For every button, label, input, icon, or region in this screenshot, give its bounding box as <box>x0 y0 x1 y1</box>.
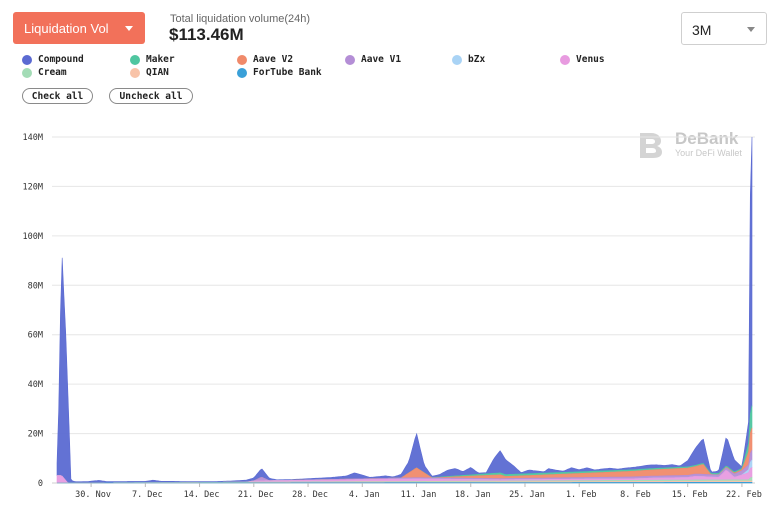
legend-item-venus[interactable]: Venus <box>560 54 605 65</box>
y-tick-label: 100M <box>23 232 43 242</box>
y-tick-label: 20M <box>28 430 43 440</box>
legend-dot-icon <box>22 67 32 78</box>
area-series-fortube-bank <box>57 482 753 484</box>
x-tick-label: 8. Feb <box>620 490 651 500</box>
legend-label: Maker <box>146 54 175 65</box>
legend-label: Cream <box>38 67 67 78</box>
x-tick-label: 28. Dec <box>292 490 328 500</box>
y-tick-label: 40M <box>28 380 43 390</box>
legend-label: QIAN <box>146 67 169 78</box>
x-tick-label: 30. Nov <box>75 490 111 500</box>
x-tick-label: 22. Feb <box>726 490 762 500</box>
range-select[interactable]: 3M <box>681 12 767 45</box>
range-select-value: 3M <box>692 22 712 38</box>
x-tick-label: 21. Dec <box>238 490 274 500</box>
legend-dot-icon <box>237 54 247 65</box>
uncheck-all-button[interactable]: Uncheck all <box>109 88 193 104</box>
watermark-title: DeBank <box>675 129 739 148</box>
legend-label: bZx <box>468 54 486 65</box>
metric-dropdown-label: Liquidation Vol <box>24 20 109 36</box>
legend-label: Aave V1 <box>361 54 402 65</box>
legend-dot-icon <box>452 54 462 65</box>
x-tick-label: 4. Jan <box>349 490 380 500</box>
y-tick-label: 0 <box>38 479 43 489</box>
legend-item-bzx[interactable]: bZx <box>452 54 485 65</box>
legend-label: Venus <box>576 54 605 65</box>
y-tick-label: 80M <box>28 281 43 291</box>
legend-label: Compound <box>38 54 84 65</box>
legend-label: Aave V2 <box>253 54 294 65</box>
legend-item-compound[interactable]: Compound <box>22 54 84 65</box>
legend-dot-icon <box>130 67 140 78</box>
check-all-button[interactable]: Check all <box>22 88 93 104</box>
legend-dot-icon <box>22 54 32 65</box>
y-tick-label: 60M <box>28 331 43 341</box>
x-tick-label: 11. Jan <box>401 490 437 500</box>
chevron-down-icon <box>747 27 755 32</box>
caret-down-icon <box>125 26 133 31</box>
x-tick-label: 18. Jan <box>455 490 491 500</box>
x-tick-label: 7. Dec <box>132 490 163 500</box>
legend-dot-icon <box>130 54 140 65</box>
y-tick-label: 140M <box>23 133 43 143</box>
legend-dot-icon <box>345 54 355 65</box>
legend-item-qian[interactable]: QIAN <box>130 67 169 78</box>
watermark-subtitle: Your DeFi Wallet <box>675 148 742 158</box>
x-tick-label: 1. Feb <box>566 490 597 500</box>
legend-item-cream[interactable]: Cream <box>22 67 67 78</box>
debank-watermark: DeBank Your DeFi Wallet <box>638 130 742 159</box>
legend-dot-icon <box>237 67 247 78</box>
y-tick-label: 120M <box>23 182 43 192</box>
legend-item-aave-v2[interactable]: Aave V2 <box>237 54 293 65</box>
debank-logo-icon <box>640 132 662 158</box>
legend-item-aave-v1[interactable]: Aave V1 <box>345 54 401 65</box>
area-series-compound <box>56 136 753 484</box>
total-volume-label: Total liquidation volume(24h) <box>170 13 311 25</box>
metric-dropdown[interactable]: Liquidation Vol <box>13 12 145 44</box>
x-tick-label: 25. Jan <box>509 490 545 500</box>
legend-item-fortube-bank[interactable]: ForTube Bank <box>237 67 322 78</box>
legend-dot-icon <box>560 54 570 65</box>
x-tick-label: 14. Dec <box>184 490 220 500</box>
legend-item-maker[interactable]: Maker <box>130 54 175 65</box>
legend-label: ForTube Bank <box>253 67 322 78</box>
total-volume-value: $113.46M <box>169 25 244 44</box>
x-tick-label: 15. Feb <box>672 490 708 500</box>
